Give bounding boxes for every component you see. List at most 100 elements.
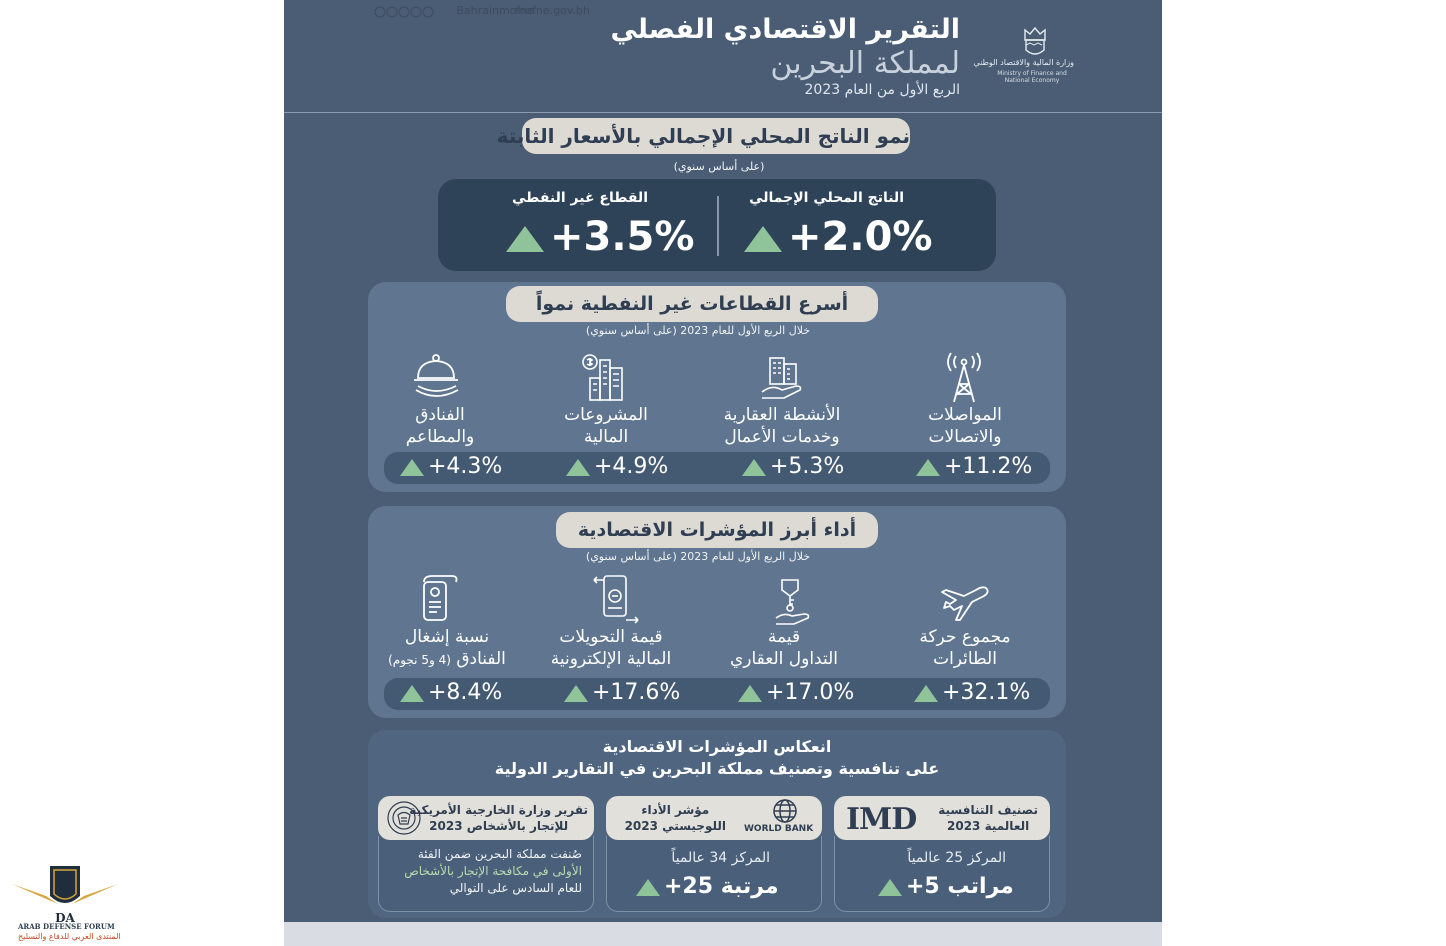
up-arrow-icon [566, 458, 590, 476]
rank-card-big: +25 مرتبة [664, 874, 779, 899]
gdp-total-value-row: +2.0% [744, 214, 932, 260]
indicator-label: نسبة إشغال الفنادق (4 و5 نجوم) [388, 627, 506, 669]
up-arrow-icon [878, 878, 902, 896]
indicator-value: +8.4% [428, 680, 503, 705]
indicators-title: أداء أبرز المؤشرات الاقتصادية [556, 512, 878, 548]
imd-logo: IMD [846, 802, 917, 837]
mobile-payment-icon [593, 575, 639, 624]
rank-card-head [834, 796, 1050, 840]
indicator-value-row: +17.0% [738, 680, 854, 705]
rank-card-text: المركز 25 عالمياً [907, 850, 1006, 866]
up-arrow-icon [916, 458, 940, 476]
sector-value: +4.9% [594, 454, 669, 479]
ministry-name-en: Ministry of Finance and National Economy [997, 70, 1067, 84]
gdp-total-value: +2.0% [788, 214, 933, 260]
gdp-nonoil-value-row: +3.5% [506, 214, 694, 260]
up-arrow-icon [564, 684, 588, 702]
report-poster: التقرير الاقتصادي الفصلي لمملكة البحرين … [284, 0, 1162, 946]
forum-name-ar: المنتدى العربي للدفاع والتسليح [18, 932, 121, 941]
sector-value-row: +5.3% [742, 454, 844, 479]
forum-logo-text: DA [55, 911, 75, 925]
up-arrow-icon [914, 684, 938, 702]
ranking-title: انعكاس المؤشرات الاقتصادية على تنافسية وت… [494, 737, 940, 778]
sector-label: الأنشطة العقارية وخدمات الأعمال [723, 405, 841, 447]
imd-ranking-card: IMD تصنيف التنافسية العالمية 2023 المركز … [834, 796, 1050, 912]
gdp-section-title: نمو الناتج المحلي الإجمالي بالأسعار الثا… [497, 118, 910, 154]
arab-defense-forum-logo-icon: DA [12, 866, 118, 925]
ranking-panel: انعكاس المؤشرات الاقتصادية على تنافسية وت… [368, 730, 1066, 918]
rank-card-big-row: +5 مراتب [878, 874, 1014, 899]
report-subtitle: لمملكة البحرين [770, 46, 960, 81]
indicator-value: +32.1% [942, 680, 1031, 705]
indicators-value-strip [384, 678, 1050, 710]
indicator-value: +17.6% [592, 680, 681, 705]
indicator-value-row: +8.4% [400, 680, 502, 705]
rank-card-head [378, 796, 594, 840]
report-period: الربع الأول من العام 2023 [804, 82, 960, 98]
indicator-label: مجموع حركة الطائرات [919, 627, 1011, 669]
property-key-icon [775, 579, 810, 625]
rank-card-body [378, 836, 594, 912]
rank-card-text: المركز 34 عالمياً [671, 850, 770, 866]
sector-value-row: +11.2% [916, 454, 1032, 479]
up-arrow-icon [738, 684, 762, 702]
rank-card-big: +5 مراتب [906, 874, 1014, 899]
rank-card-heading: مؤشر الأداء اللوجيستي 2023 [624, 803, 726, 833]
world-bank-globe-icon [773, 799, 797, 823]
sector-label: الفنادق والمطاعم [405, 405, 475, 447]
gdp-note: (على أساس سنوي) [673, 160, 765, 173]
sector-label: المشروعات المالية [564, 405, 648, 447]
indicator-label: قيمة التداول العقاري [729, 627, 839, 669]
sectors-panel: أسرع القطاعات غير النفطية نمواً خلال الر… [368, 282, 1066, 492]
ministry-name-ar: وزارة المالية والاقتصاد الوطني [973, 58, 1074, 67]
rank-card-body [834, 836, 1050, 912]
rank-card-heading: تصنيف التنافسية العالمية 2023 [938, 803, 1038, 833]
finance-buildings-icon [582, 354, 623, 401]
header-divider [284, 112, 1162, 113]
telecom-tower-icon [947, 352, 981, 403]
indicator-value: +17.0% [766, 680, 855, 705]
hotel-door-tag-icon [423, 575, 458, 621]
sectors-note: خلال الربع الأول للعام 2023 (على أساس سن… [585, 324, 811, 337]
up-arrow-icon [636, 878, 660, 896]
rank-card-head [606, 796, 822, 840]
gdp-divider [717, 196, 719, 256]
gdp-nonoil-label: القطاع غير النفطي [512, 190, 648, 206]
airplane-icon [941, 586, 989, 621]
indicator-value-row: +17.6% [564, 680, 680, 705]
footer-website[interactable]: mofne.gov.bh [514, 4, 590, 17]
rank-card-big-row: +25 مرتبة [636, 874, 779, 899]
up-arrow-icon [400, 684, 424, 702]
rank-card-description: صُنفت مملكة البحرين ضمن الفئة الأولى في … [404, 847, 582, 895]
up-arrow-icon [744, 226, 782, 252]
world-bank-logo-text: WORLD BANK [744, 824, 814, 834]
social-media-icons[interactable] [374, 6, 438, 18]
us-state-ranking-card: تقرير وزارة الخارجية الأمريكية للإتجار با… [378, 796, 594, 912]
gdp-total-label: الناتج المحلي الإجمالي [749, 190, 904, 206]
sectors-title: أسرع القطاعات غير النفطية نمواً [506, 286, 878, 322]
up-arrow-icon [742, 458, 766, 476]
indicator-value-row: +32.1% [914, 680, 1030, 705]
us-state-seal-icon [387, 801, 421, 835]
footer-bar [284, 922, 1162, 946]
up-arrow-icon [400, 458, 424, 476]
sector-value: +11.2% [944, 454, 1033, 479]
food-cloche-icon [414, 354, 459, 397]
worldbank-ranking-card: WORLD BANK مؤشر الأداء اللوجيستي 2023 الم… [606, 796, 822, 912]
up-arrow-icon [506, 226, 544, 252]
gdp-nonoil-value: +3.5% [550, 214, 695, 260]
indicators-note: خلال الربع الأول للعام 2023 (على أساس سن… [585, 550, 811, 563]
forum-name-en: ARAB DEFENSE FORUM [18, 922, 115, 931]
sector-value: +5.3% [770, 454, 845, 479]
indicators-panel: أداء أبرز المؤشرات الاقتصادية خلال الربع… [368, 506, 1066, 718]
sector-value-row: +4.9% [566, 454, 668, 479]
sector-value-row: +4.3% [400, 454, 502, 479]
report-title: التقرير الاقتصادي الفصلي [610, 14, 960, 45]
footer-social-handle[interactable]: Bahrainmofne [456, 4, 534, 17]
sector-value: +4.3% [428, 454, 503, 479]
indicator-label-extra: (4 و5 نجوم) [388, 653, 451, 667]
bahrain-emblem-icon [1024, 26, 1046, 55]
rank-card-body [606, 836, 822, 912]
sector-label: المواصلات والاتصالات [928, 405, 1002, 447]
real-estate-icon [761, 357, 802, 399]
